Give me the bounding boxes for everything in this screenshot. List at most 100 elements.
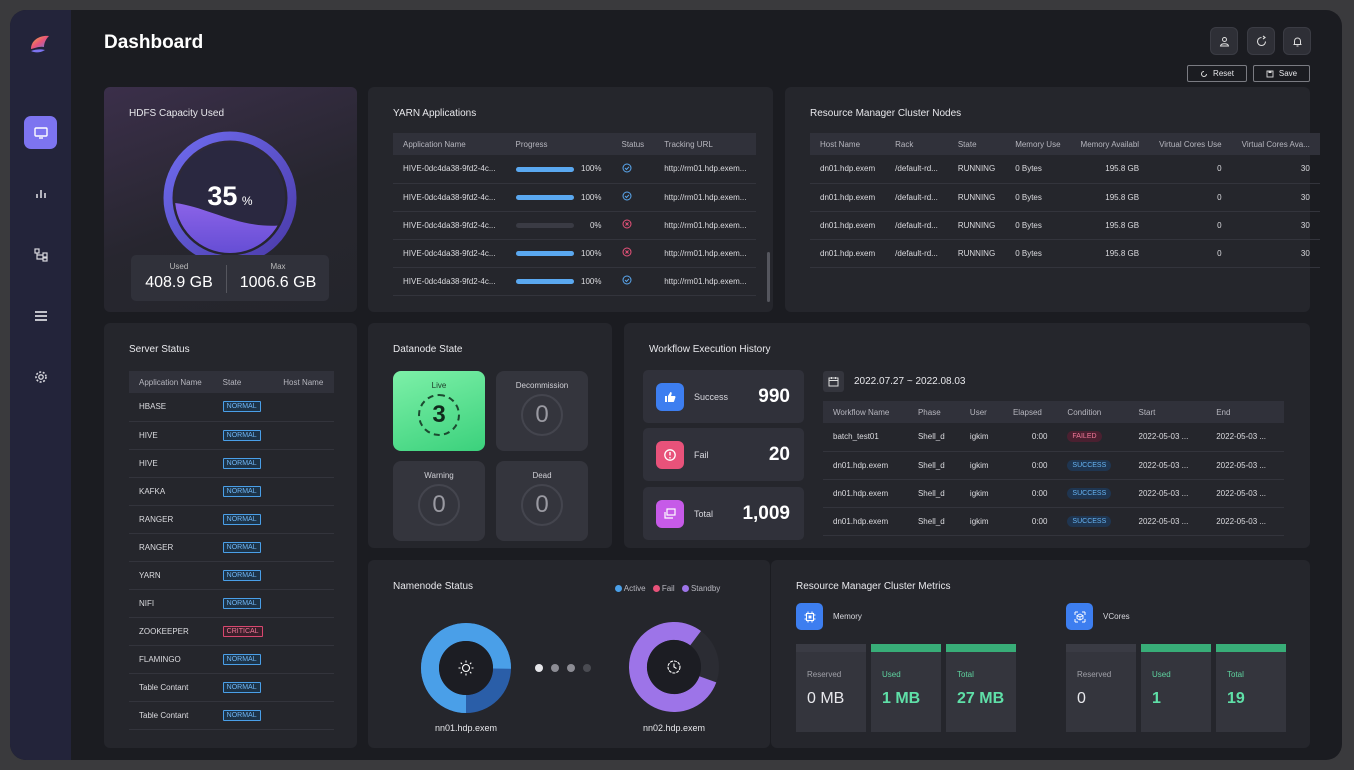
server-state: NORMAL	[212, 645, 274, 674]
nav-list[interactable]	[24, 299, 57, 332]
nav-settings[interactable]	[24, 360, 57, 393]
app-logo-icon	[31, 35, 49, 53]
workflow-total-label: Total	[694, 509, 714, 519]
yarn-col-progress: Progress	[505, 133, 612, 155]
date-picker-button[interactable]	[823, 371, 844, 392]
thumbs-up-icon	[656, 383, 684, 411]
server-host-name	[273, 505, 334, 534]
rm-nodes-cell: 30	[1231, 211, 1320, 240]
yarn-row[interactable]: HIVE-0dc4da38-9fd2-4c... 100% http://rm01.…	[393, 155, 757, 184]
server-row[interactable]: RANGER NORMAL	[129, 533, 334, 562]
rm-nodes-cell: 195.8 GB	[1070, 239, 1150, 268]
datanode-live-value: 3	[418, 394, 460, 436]
server-row[interactable]: NIFI NORMAL	[129, 589, 334, 618]
yarn-status	[611, 155, 655, 184]
check-circle-icon	[622, 191, 631, 201]
status-badge: NORMAL	[222, 457, 261, 469]
namenode-legend: Active Fail Standby	[615, 584, 720, 593]
workflow-col: User	[959, 401, 1003, 423]
workflow-row[interactable]: dn01.hdp.exem Shell_d igkim 0:00 SUCCESS 2022…	[823, 451, 1284, 480]
workflow-phase: Shell_d	[907, 507, 960, 536]
server-host-name	[273, 617, 334, 646]
refresh-button[interactable]	[1247, 27, 1275, 55]
server-row[interactable]: HBASE NORMAL	[129, 393, 334, 422]
workflow-success-value: 990	[758, 386, 790, 407]
status-badge: NORMAL	[222, 401, 261, 413]
server-row[interactable]: HIVE NORMAL	[129, 449, 334, 478]
workflow-row[interactable]: dn01.hdp.exem Shell_d igkim 0:00 SUCCESS 2022…	[823, 479, 1284, 508]
yarn-row[interactable]: HIVE-0dc4da38-9fd2-4c... 0% http://rm01.hd…	[393, 211, 757, 240]
server-row[interactable]: KAFKA NORMAL	[129, 477, 334, 506]
server-status-card: Server Status Application Name State Hos…	[104, 323, 357, 748]
carousel-dot-1[interactable]	[535, 664, 543, 672]
check-circle-icon	[622, 163, 631, 173]
yarn-progress: 100%	[505, 239, 612, 268]
server-host-name	[273, 421, 334, 450]
nav-topology[interactable]	[24, 238, 57, 271]
server-row[interactable]: FLAMINGO NORMAL	[129, 645, 334, 674]
vcores-total-label: Total	[1227, 670, 1244, 679]
carousel-dot-4[interactable]	[583, 664, 591, 672]
vcores-cube-icon	[1066, 603, 1093, 630]
yarn-row[interactable]: HIVE-0dc4da38-9fd2-4c... 100% http://rm01.…	[393, 183, 757, 212]
rm-nodes-row[interactable]: dn01.hdp.exem/default-rd... RUNNING 0 Byte…	[810, 183, 1320, 212]
datanode-decommission-tile: Decommission 0	[496, 371, 588, 451]
rm-metrics-card: Resource Manager Cluster Metrics Memory …	[771, 560, 1310, 748]
server-row[interactable]: RANGER NORMAL	[129, 505, 334, 534]
notification-button[interactable]	[1283, 27, 1311, 55]
yarn-tracking-url[interactable]: http://rm01.hdp.exem...	[654, 183, 757, 212]
workflow-title: Workflow Execution History	[649, 344, 771, 355]
status-badge: NORMAL	[222, 569, 261, 581]
rm-nodes-row[interactable]: dn01.hdp.exem/default-rd... RUNNING 0 Byte…	[810, 155, 1320, 184]
server-row[interactable]: ZOOKEEPER CRITICAL	[129, 617, 334, 646]
workflow-history-card: Workflow Execution History Success 990 F…	[624, 323, 1310, 548]
server-app-name: HBASE	[129, 393, 213, 422]
save-button[interactable]: Save	[1253, 65, 1310, 82]
datanode-warning-value: 0	[418, 484, 460, 526]
server-row[interactable]: HIVE NORMAL	[129, 421, 334, 450]
nav-charts[interactable]	[24, 177, 57, 210]
workflow-success-label: Success	[694, 392, 729, 402]
user-button[interactable]	[1210, 27, 1238, 55]
rm-nodes-cell: 30	[1231, 155, 1320, 184]
nav-dashboard[interactable]	[24, 116, 57, 149]
yarn-progress-label: 0%	[589, 220, 602, 230]
rm-nodes-card: Resource Manager Cluster Nodes Host Name…	[785, 87, 1320, 312]
workflow-row[interactable]: dn01.hdp.exem Shell_d igkim 0:00 SUCCESS 2022…	[823, 507, 1284, 536]
date-range[interactable]: 2022.07.27 ~ 2022.08.03	[854, 376, 966, 387]
yarn-app-name: HIVE-0dc4da38-9fd2-4c...	[393, 183, 506, 212]
yarn-row[interactable]: HIVE-0dc4da38-9fd2-4c... 100% http://rm01.…	[393, 267, 757, 296]
workflow-start: 2022-05-03 ...	[1128, 507, 1207, 536]
rm-metrics-title: Resource Manager Cluster Metrics	[796, 581, 951, 592]
carousel-dots[interactable]	[535, 664, 591, 672]
yarn-col-status: Status	[611, 133, 655, 155]
legend-standby: Standby	[681, 584, 720, 593]
server-row[interactable]: Table Contant NORMAL	[129, 701, 334, 730]
yarn-scrollbar[interactable]	[767, 252, 770, 302]
yarn-tracking-url[interactable]: http://rm01.hdp.exem...	[654, 267, 757, 296]
workflow-elapsed: 0:00	[1002, 451, 1058, 480]
yarn-tracking-url[interactable]: http://rm01.hdp.exem...	[654, 239, 757, 268]
yarn-tracking-url[interactable]: http://rm01.hdp.exem...	[654, 211, 757, 240]
yarn-app-name: HIVE-0dc4da38-9fd2-4c...	[393, 239, 506, 268]
workflow-end: 2022-05-03 ...	[1206, 479, 1284, 508]
rm-nodes-cell: /default-rd...	[885, 211, 948, 240]
rm-nodes-row[interactable]: dn01.hdp.exem/default-rd... RUNNING 0 Byte…	[810, 211, 1320, 240]
workflow-row[interactable]: batch_test01 Shell_d igkim 0:00 FAILED 2022-0…	[823, 423, 1284, 452]
condition-badge: FAILED	[1067, 431, 1102, 443]
server-row[interactable]: YARN NORMAL	[129, 561, 334, 590]
yarn-tracking-url[interactable]: http://rm01.hdp.exem...	[654, 155, 757, 184]
save-label: Save	[1278, 69, 1298, 78]
rm-nodes-cell: 30	[1231, 183, 1320, 212]
server-host-name	[273, 477, 334, 506]
rm-nodes-row[interactable]: dn01.hdp.exem/default-rd... RUNNING 0 Byte…	[810, 239, 1320, 268]
carousel-dot-2[interactable]	[551, 664, 559, 672]
datanode-warning-label: Warning	[424, 471, 454, 480]
yarn-row[interactable]: HIVE-0dc4da38-9fd2-4c... 100% http://rm01.…	[393, 239, 757, 268]
server-row[interactable]: Table Contant NORMAL	[129, 673, 334, 702]
carousel-dot-3[interactable]	[567, 664, 575, 672]
vcores-label: VCores	[1103, 612, 1130, 621]
rm-nodes-col: Rack	[885, 133, 948, 155]
rm-nodes-col: Virtual Cores Use	[1149, 133, 1232, 155]
reset-button[interactable]: Reset	[1187, 65, 1247, 82]
